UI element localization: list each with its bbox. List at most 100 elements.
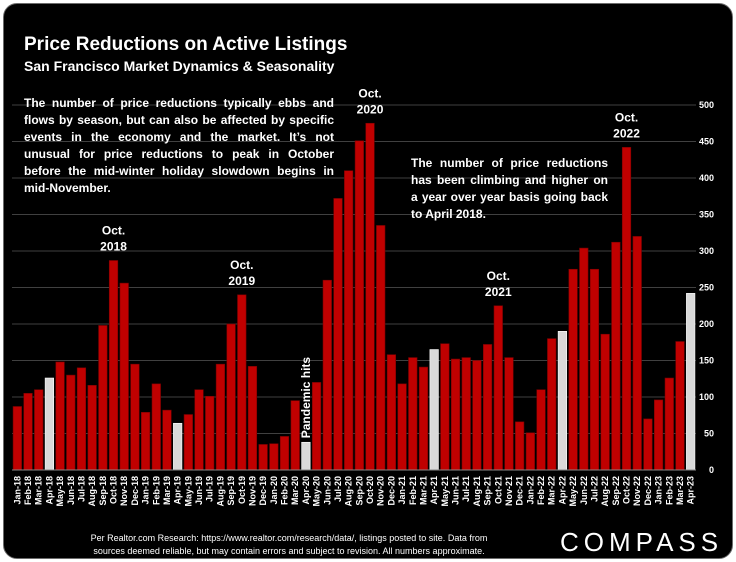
y-tick-label: 0 <box>709 465 714 475</box>
bar <box>162 409 172 471</box>
bar <box>66 374 76 471</box>
x-tick-label: Oct-22 <box>622 476 632 504</box>
x-tick-label: Jun-18 <box>66 476 76 505</box>
annotation-month: Oct. <box>230 258 253 272</box>
x-tick-label: Oct-18 <box>109 476 119 504</box>
bar <box>98 325 108 471</box>
bar <box>141 412 151 471</box>
bar <box>108 260 119 471</box>
x-tick-label: Feb-23 <box>664 476 674 505</box>
bar <box>525 432 535 471</box>
bar <box>44 377 54 471</box>
x-tick-label: Feb-20 <box>280 476 290 505</box>
bar <box>215 363 225 471</box>
bar <box>611 241 621 471</box>
bar <box>515 421 525 471</box>
x-tick-label: Nov-20 <box>376 476 386 506</box>
x-tick-label: Jul-19 <box>205 476 215 502</box>
x-tick-label: Jun-19 <box>194 476 204 505</box>
x-tick-label: Sep-19 <box>226 476 236 506</box>
bar <box>322 279 332 471</box>
bar <box>557 330 567 471</box>
bar <box>183 414 193 471</box>
y-tick-label: 200 <box>699 319 714 329</box>
footnote-line-1: Per Realtor.com Research: https://www.re… <box>90 533 488 543</box>
x-tick-label: Sep-18 <box>98 476 108 506</box>
bar <box>226 323 236 471</box>
bar <box>119 282 129 471</box>
bar <box>654 399 664 471</box>
x-tick-label: Jun-20 <box>322 476 332 505</box>
x-tick-label: Apr-18 <box>44 476 54 505</box>
x-tick-label: Mar-18 <box>34 476 44 505</box>
y-tick-label: 250 <box>699 283 714 293</box>
bar <box>247 366 258 471</box>
x-tick-label: Aug-20 <box>344 476 354 507</box>
x-tick-label: Feb-22 <box>536 476 546 505</box>
bar <box>429 349 439 471</box>
bar <box>493 305 503 471</box>
bar <box>686 293 696 471</box>
x-tick-label: Jul-22 <box>589 476 599 502</box>
y-tick-label: 100 <box>699 392 714 402</box>
bar <box>87 385 97 471</box>
bar <box>312 382 322 471</box>
bar <box>173 422 183 471</box>
x-tick-label: Nov-18 <box>119 476 129 506</box>
x-tick-label: Apr-22 <box>557 476 567 505</box>
x-tick-label: Jan-21 <box>397 476 407 505</box>
y-tick-label: 450 <box>699 137 714 147</box>
bar <box>408 357 418 471</box>
x-tick-label: Jan-23 <box>654 476 664 505</box>
bar <box>579 247 589 471</box>
bar <box>472 360 482 471</box>
bar <box>440 343 450 471</box>
source-footnote: Per Realtor.com Research: https://www.re… <box>44 532 534 558</box>
bar <box>568 268 578 471</box>
x-tick-label: May-22 <box>568 476 578 507</box>
annotation-year: 2020 <box>357 102 384 116</box>
annotation-year: 2018 <box>100 239 127 253</box>
bar <box>675 341 685 471</box>
bar <box>12 406 22 471</box>
bar <box>664 377 674 471</box>
bar <box>151 383 161 471</box>
x-tick-label: Sep-21 <box>483 476 493 506</box>
x-tick-label: Jul-20 <box>333 476 343 502</box>
bar <box>504 357 514 471</box>
bar <box>397 383 407 471</box>
bar <box>376 225 386 471</box>
bar <box>258 444 268 471</box>
bar <box>205 395 215 471</box>
bar <box>354 140 364 471</box>
y-tick-label: 500 <box>699 100 714 110</box>
y-tick-label: 350 <box>699 210 714 220</box>
bar <box>483 344 493 471</box>
x-tick-label: Nov-22 <box>632 476 642 506</box>
x-tick-label: Jun-21 <box>451 476 461 505</box>
bar <box>632 236 642 471</box>
x-tick-label: May-21 <box>440 476 450 507</box>
x-tick-label: May-19 <box>183 476 193 507</box>
x-tick-label: Apr-21 <box>429 476 439 505</box>
bar <box>386 354 396 471</box>
x-tick-label: Apr-20 <box>301 476 311 505</box>
x-tick-label: Dec-19 <box>258 476 268 506</box>
chart-frame: 0 50 100 150 200 250 300 350 400 450 500 Jan-18 Feb-… <box>3 3 733 559</box>
x-tick-label: Jan-22 <box>525 476 535 505</box>
bar <box>344 170 354 471</box>
bar <box>279 436 290 471</box>
x-tick-label: May-20 <box>312 476 322 507</box>
chart-subtitle: San Francisco Market Dynamics & Seasonal… <box>24 58 335 74</box>
bar <box>589 268 600 471</box>
x-tick-label: Jun-22 <box>579 476 589 505</box>
annotation-year: 2022 <box>613 126 640 140</box>
annotation-month: Oct. <box>615 110 638 124</box>
bar <box>461 357 471 471</box>
x-tick-label: Oct-20 <box>365 476 375 504</box>
x-tick-label: Mar-20 <box>290 476 300 505</box>
bar <box>76 367 87 471</box>
x-tick-label: Mar-19 <box>162 476 172 505</box>
bar <box>536 389 546 471</box>
x-tick-label: Feb-21 <box>408 476 418 505</box>
